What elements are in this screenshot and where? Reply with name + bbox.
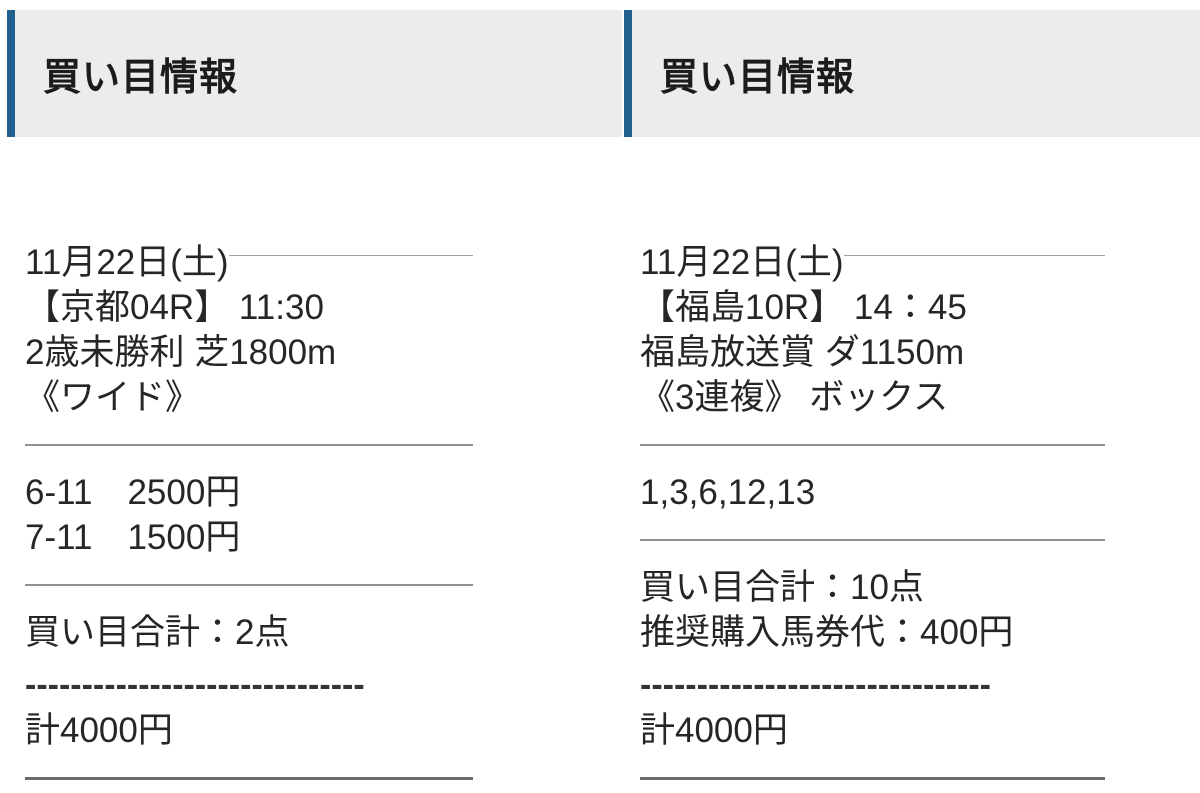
divider <box>640 444 1105 446</box>
divider <box>25 444 473 446</box>
panel-header: 買い目情報 <box>7 10 622 137</box>
betting-info-panel-left: 買い目情報 11月22日(土) 【京都04R】 11:30 2歳未勝利 芝180… <box>7 10 622 780</box>
bottom-divider <box>25 777 473 780</box>
race-title: 【福島10R】 14：45 <box>640 288 967 327</box>
divider <box>25 584 473 586</box>
bottom-divider <box>640 777 1105 780</box>
betting-info-panel-right: 買い目情報 11月22日(土) 【福島10R】 14：45 福島放送賞 ダ115… <box>624 10 1200 780</box>
date-rule <box>228 255 473 285</box>
bet-line: 7-11 1500円 <box>25 518 241 557</box>
race-conditions: 福島放送賞 ダ1150m <box>640 333 965 372</box>
race-title: 【京都04R】 11:30 <box>25 288 324 327</box>
dashed-separator: ------------------------------ <box>25 666 365 704</box>
race-date: 11月22日(土) <box>25 243 229 282</box>
race-date: 11月22日(土) <box>640 243 844 282</box>
divider <box>640 539 1105 541</box>
bet-total: 買い目合計：10点 <box>640 568 924 607</box>
panel-content: 11月22日(土) 【福島10R】 14：45 福島放送賞 ダ1150m 《3連… <box>640 240 1105 780</box>
header-accent-bar <box>7 10 15 137</box>
race-date-row: 11月22日(土) <box>640 240 1105 285</box>
bet-total: 買い目合計：2点 <box>25 613 290 652</box>
race-conditions: 2歳未勝利 芝1800m <box>25 333 337 372</box>
bet-line: 6-11 2500円 <box>25 473 241 512</box>
header-accent-bar <box>624 10 632 137</box>
recommended-purchase: 推奨購入馬券代：400円 <box>640 613 1014 652</box>
panel-header: 買い目情報 <box>624 10 1200 137</box>
total-amount: 計4000円 <box>640 711 788 750</box>
total-amount: 計4000円 <box>25 711 173 750</box>
race-date-row: 11月22日(土) <box>25 240 473 285</box>
bet-type: 《3連複》 ボックス <box>640 378 949 417</box>
bet-type: 《ワイド》 <box>25 378 201 417</box>
bet-line: 1,3,6,12,13 <box>640 473 816 512</box>
dashed-separator: ------------------------------- <box>640 666 991 704</box>
panel-title: 買い目情報 <box>660 57 856 99</box>
panel-content: 11月22日(土) 【京都04R】 11:30 2歳未勝利 芝1800m 《ワイ… <box>25 240 473 780</box>
date-rule <box>843 255 1105 285</box>
panel-title: 買い目情報 <box>43 57 239 99</box>
